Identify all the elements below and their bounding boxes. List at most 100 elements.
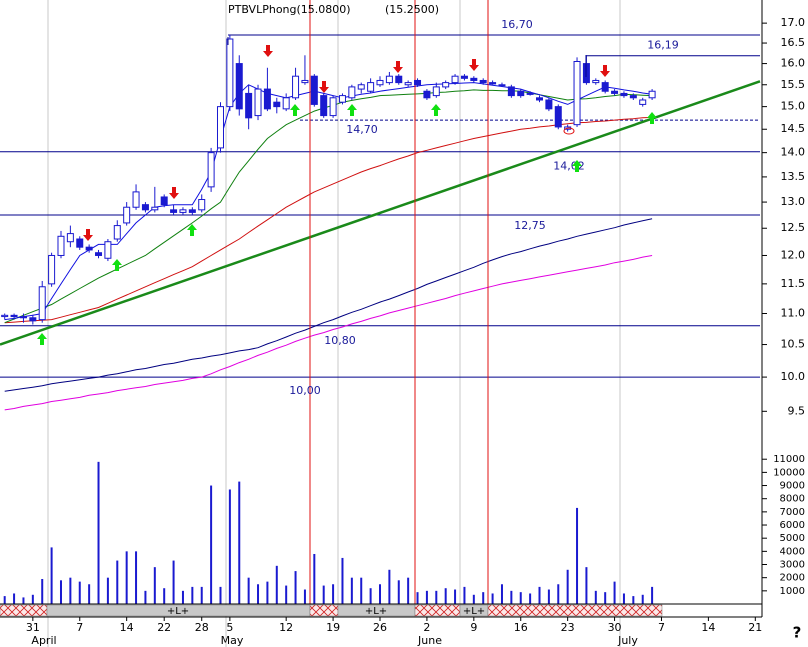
level-label: 14,70	[346, 123, 378, 136]
x-tick-label: 7	[658, 621, 665, 634]
volume-bar	[172, 560, 175, 604]
candle-body	[85, 246, 93, 251]
buy-arrow	[37, 333, 47, 345]
volume-bar	[59, 580, 62, 604]
candle-body	[601, 82, 609, 92]
layer	[0, 34, 761, 411]
highlight	[563, 127, 575, 135]
volume-bar	[313, 553, 316, 604]
level-label: 16,70	[501, 18, 533, 31]
x-tick-label: 14	[701, 621, 715, 634]
candle-body	[489, 82, 497, 85]
candle-body	[545, 99, 553, 110]
volume-bar	[388, 569, 391, 604]
sell-arrow	[600, 65, 610, 77]
candle-body	[367, 82, 375, 92]
volume-bar	[547, 589, 550, 604]
candle-body	[48, 254, 56, 285]
buy-arrow	[290, 104, 300, 116]
layer: 17.0 16.5 16.0 15.5 15.0 14.5 14.0 13.5 13.0 12.5…	[0, 16, 805, 647]
x-tick-label: 31	[26, 621, 40, 634]
volume-bar	[510, 590, 513, 604]
candle-body	[639, 99, 647, 105]
status-label: +L+	[365, 606, 387, 617]
volume-bar	[444, 588, 447, 604]
moving-average	[4, 116, 653, 324]
candle-body	[141, 204, 149, 211]
y-tick-label: 16.5	[781, 36, 806, 49]
candle-body	[442, 82, 450, 88]
candle-body	[38, 286, 46, 321]
volume-bar	[397, 580, 400, 604]
volume-bar	[22, 597, 25, 604]
moving-average	[4, 218, 653, 392]
y-tick-label: 14.0	[781, 146, 806, 159]
volume-bar	[341, 557, 344, 604]
month-grid	[47, 0, 621, 647]
volume-bar	[275, 565, 278, 604]
moving-average	[4, 255, 653, 411]
month-label: April	[31, 634, 56, 647]
volume-bar	[31, 594, 34, 604]
candle-body	[254, 88, 262, 117]
candle-body	[573, 60, 581, 126]
volume-bar	[13, 593, 16, 604]
x-tick-label: 22	[157, 621, 171, 634]
volume-bar	[604, 592, 607, 604]
volume-bar	[219, 586, 222, 604]
candle-body	[104, 241, 112, 259]
candle-body	[132, 191, 140, 208]
volume-bar	[519, 592, 522, 604]
volume-bar	[632, 596, 635, 604]
status-segment	[414, 604, 461, 617]
volume-bar	[228, 489, 231, 604]
volume-bar	[210, 485, 213, 604]
y-tick-label: 15.5	[781, 78, 806, 91]
moving-average	[4, 82, 653, 321]
volume-bar	[116, 560, 119, 604]
volume-bar	[97, 461, 100, 604]
candle-body	[357, 84, 365, 90]
candle-body	[414, 79, 422, 86]
volume-tick-label: 10000	[773, 467, 805, 478]
level-label: 16,19	[647, 39, 679, 52]
candle-body	[385, 75, 393, 84]
level-label: 10,80	[324, 334, 356, 347]
candle-body	[245, 92, 253, 119]
volume-bar	[106, 577, 109, 604]
candle-body	[554, 106, 562, 128]
volume-bar	[641, 594, 644, 604]
candle-body	[282, 97, 290, 110]
volume-bar	[332, 584, 335, 604]
candle-body	[536, 97, 544, 101]
x-tick-label: 16	[514, 621, 528, 634]
volume-bar	[78, 581, 81, 604]
help-mark[interactable]: ?	[793, 624, 802, 642]
candle-body	[76, 238, 84, 248]
status-segment	[487, 604, 663, 617]
x-tick-label: 14	[120, 621, 134, 634]
status-label: +L+	[167, 606, 189, 617]
volume-bar	[294, 571, 297, 604]
candle-body	[29, 317, 37, 322]
candle-body	[170, 209, 178, 213]
y-tick-label: 12.0	[781, 248, 806, 261]
candle-body	[517, 90, 525, 97]
sell-arrow	[83, 229, 93, 241]
y-tick-label: 17.0	[781, 16, 806, 29]
volume-bar	[651, 586, 654, 604]
sell-arrow	[263, 45, 273, 57]
volume-tick-label: 9000	[780, 481, 805, 492]
candle-body	[19, 316, 27, 319]
volume-bar	[191, 586, 194, 604]
volume-bar	[472, 594, 475, 604]
volume-bar	[622, 593, 625, 604]
volume-tick-label: 8000	[780, 494, 805, 505]
sell-arrow	[469, 59, 479, 71]
y-tick-label: 9.5	[788, 404, 806, 417]
candle-body	[592, 79, 600, 84]
volume-bar	[557, 584, 560, 604]
volume-bar	[482, 592, 485, 604]
volume-bar	[529, 593, 532, 604]
trendline	[0, 80, 761, 346]
